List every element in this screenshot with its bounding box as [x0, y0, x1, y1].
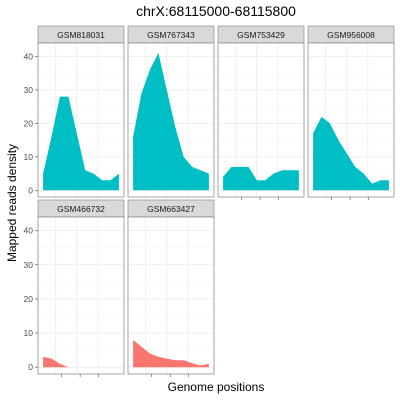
area-series [43, 96, 119, 191]
area-series [133, 339, 209, 368]
facet-strip-label: GSM818031 [57, 30, 105, 40]
area-series [223, 166, 299, 191]
facet-strip-label: GSM663427 [147, 204, 195, 214]
facet-panel: GSM466732 0 10 20 30 40 [24, 199, 125, 377]
area-series [313, 116, 389, 191]
facet-strip-label: GSM767343 [147, 30, 195, 40]
facet-panel: GSM767343 [127, 25, 215, 198]
facet-strip-label: GSM753429 [237, 30, 285, 40]
panel-border [307, 42, 395, 198]
y-tick-label: 0 [28, 362, 33, 372]
y-tick-label: 40 [24, 51, 34, 61]
y-tick-label: 0 [28, 185, 33, 195]
facet-panel: GSM753429 [217, 25, 305, 200]
facet-strip-label: GSM956008 [327, 30, 375, 40]
panel-border [37, 216, 125, 375]
y-tick-label: 10 [24, 328, 34, 338]
y-tick-label: 30 [24, 260, 34, 270]
facet-panel: GSM956008 [307, 25, 395, 200]
panel-grid: GSM818031 0 10 20 30 40 GSM767343 GSM753429 GSM9… [24, 25, 395, 377]
y-tick-label: 10 [24, 152, 34, 162]
y-tick-label: 30 [24, 85, 34, 95]
facet-panel: GSM818031 0 10 20 30 40 [24, 25, 125, 198]
chart-title: chrX:68115000-68115800 [136, 3, 296, 19]
y-tick-label: 20 [24, 294, 34, 304]
area-series [133, 53, 209, 191]
facet-panel: GSM663427 [127, 199, 215, 377]
y-tick-label: 20 [24, 118, 34, 128]
panel-border [217, 42, 305, 198]
panel-border [37, 42, 125, 198]
facet-strip-label: GSM466732 [57, 204, 105, 214]
y-tick-label: 40 [24, 226, 34, 236]
panel-border [127, 216, 215, 375]
area-series [43, 356, 119, 368]
y-axis-title: Mapped reads density [5, 144, 19, 262]
panel-border [127, 42, 215, 198]
x-axis-title: Genome positions [168, 380, 265, 394]
panel-background [38, 217, 124, 374]
